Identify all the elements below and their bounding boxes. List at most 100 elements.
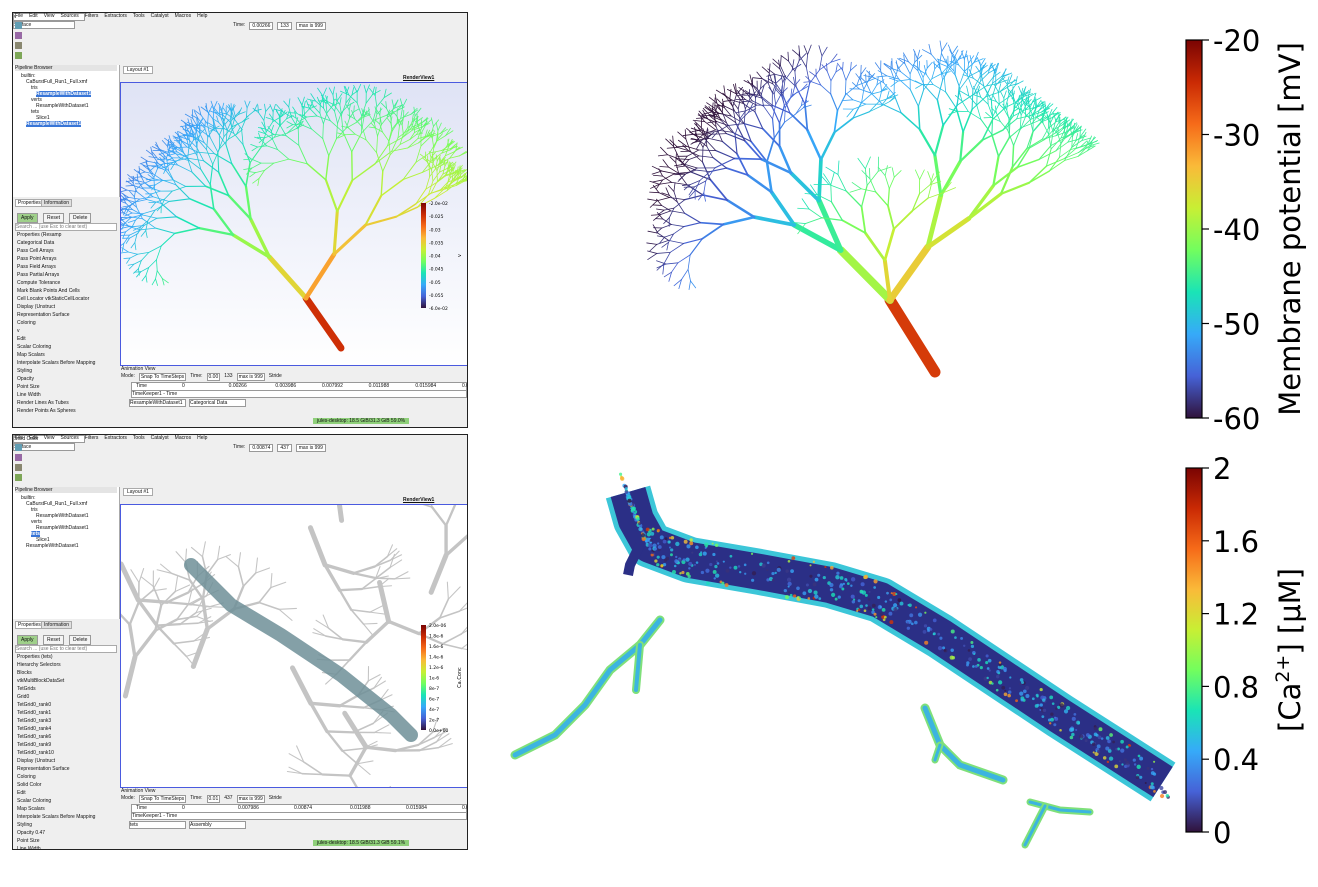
calcium-speck <box>1019 682 1022 686</box>
property-row: Opacity 0.47 <box>17 830 46 836</box>
dendrite <box>258 132 262 140</box>
dendrite <box>1015 94 1022 104</box>
dendrite <box>949 49 955 59</box>
dendrite <box>429 168 437 177</box>
dendrite <box>849 188 862 193</box>
legend-tick-label: 6e-7 <box>429 697 439 703</box>
dendrite <box>325 155 330 181</box>
dendrite <box>142 164 149 170</box>
dendrite <box>656 235 666 238</box>
dendrite <box>861 88 865 103</box>
dendrite <box>231 113 240 121</box>
dendrite <box>138 568 145 584</box>
property-row: Opacity <box>17 376 34 382</box>
dendrite <box>137 590 154 604</box>
dendrite <box>379 107 382 116</box>
dendrite <box>264 133 275 139</box>
dendrite <box>876 76 879 86</box>
calcium-speck <box>859 604 864 609</box>
menu-item: Filters <box>84 13 99 19</box>
calcium-speck <box>656 528 660 532</box>
dendrite <box>198 105 202 116</box>
dendrite <box>677 254 691 264</box>
dendrite <box>368 126 376 129</box>
calcium-speck <box>1076 720 1081 725</box>
dendrite <box>393 99 399 108</box>
dendrite <box>460 169 467 175</box>
dendrite <box>225 144 233 165</box>
dendrite <box>939 63 949 68</box>
calcium-speck <box>897 598 902 602</box>
dendrite <box>407 123 414 128</box>
dendrite <box>417 731 434 746</box>
dendrite <box>980 96 989 105</box>
dendrite <box>976 104 982 120</box>
calcium-speck <box>967 649 971 652</box>
dendrite <box>715 122 727 135</box>
dendrite <box>664 233 674 238</box>
dendrite <box>322 95 324 109</box>
dendrite <box>714 157 736 169</box>
calcium-speck <box>689 541 694 546</box>
dendrite <box>198 140 207 151</box>
dendrite <box>121 217 123 219</box>
dendrite <box>1002 77 1008 85</box>
dendrite <box>223 126 233 138</box>
dendrite <box>433 730 448 739</box>
dendrite <box>762 127 781 148</box>
dendrite <box>882 258 892 302</box>
dendrite <box>345 94 353 104</box>
dendrite <box>397 125 400 139</box>
dendrite <box>886 243 932 304</box>
calcium-speck <box>791 556 796 561</box>
dendrite <box>208 105 213 114</box>
dendrite <box>344 120 349 129</box>
calcium-speck <box>906 626 910 630</box>
dendrite <box>136 206 143 220</box>
dendrite <box>245 110 255 118</box>
dendrite <box>290 116 299 130</box>
dendrite <box>159 165 168 170</box>
dendrite <box>257 127 266 130</box>
dendrite <box>674 173 686 176</box>
dendrite <box>703 192 706 202</box>
dendrite <box>156 270 163 279</box>
calcium-speck <box>1133 763 1137 766</box>
calcium-speck <box>851 600 856 604</box>
dendrite <box>959 49 964 60</box>
calcium-speck <box>1041 715 1045 719</box>
dendrite <box>897 58 906 64</box>
dendrite <box>121 186 128 191</box>
dendrite <box>1048 123 1051 135</box>
dendrite <box>154 161 159 168</box>
calcium-speck <box>640 533 646 538</box>
calcium-speck <box>923 624 928 628</box>
dendrite <box>1012 90 1015 99</box>
calcium-speck <box>865 604 868 607</box>
dendrite <box>328 138 337 157</box>
dendrite <box>428 189 442 195</box>
calcium-speck <box>1070 727 1075 732</box>
dendrite <box>792 222 806 224</box>
calcium-speck <box>1002 666 1007 671</box>
dendrite <box>167 153 176 157</box>
dendrite <box>336 93 343 102</box>
dendrite <box>663 271 672 278</box>
dendrite <box>222 107 228 115</box>
property-row: Styling <box>17 822 33 828</box>
calcium-speck <box>675 555 678 559</box>
dendrite <box>336 505 345 523</box>
source-field: ResampleWithDataset1 <box>129 399 186 407</box>
dendrite <box>933 60 936 70</box>
dendrite <box>1031 116 1038 124</box>
dendrite <box>121 613 131 626</box>
calcium-speck <box>693 563 696 566</box>
dendrite <box>971 89 974 110</box>
calcium-speck <box>1039 687 1043 692</box>
calcium-speck <box>871 608 875 611</box>
time-axis-label: Time <box>136 383 147 389</box>
dendrite <box>136 598 159 628</box>
dendrite <box>980 57 986 67</box>
dendrite <box>870 84 878 95</box>
dendrite <box>321 773 352 777</box>
